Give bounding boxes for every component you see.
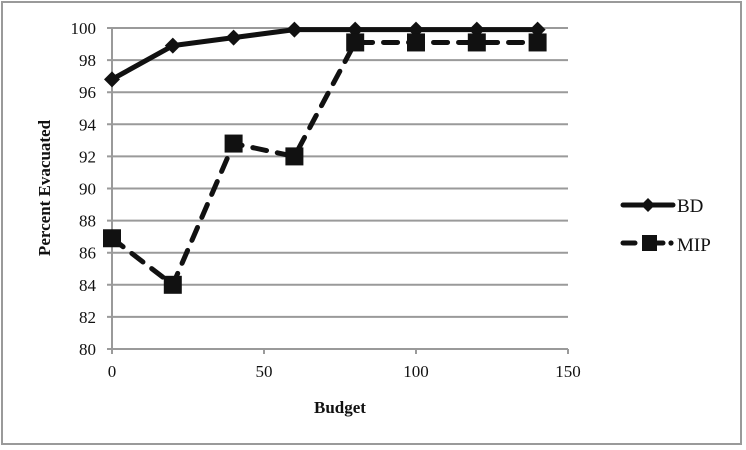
square-marker-icon: [528, 33, 547, 52]
y-tick-label: 94: [79, 115, 97, 134]
series-mip: [103, 33, 547, 294]
y-axis-ticks: 80 82 84 86 88 90 92 94 96 98 100: [71, 19, 97, 359]
y-axis-title: Percent Evacuated: [35, 119, 54, 256]
legend-label-mip: MIP: [677, 235, 711, 256]
legend-label-bd: BD: [677, 196, 703, 217]
x-tick-label: 150: [555, 362, 581, 381]
y-tick-label: 88: [79, 212, 96, 231]
square-marker-icon: [224, 134, 243, 153]
square-marker-icon: [163, 275, 182, 294]
x-tick-label: 0: [108, 362, 117, 381]
legend-item-bd: BD: [620, 196, 703, 217]
square-marker-icon: [285, 147, 304, 166]
y-tick-label: 100: [71, 19, 97, 38]
y-tick-label: 86: [79, 244, 96, 263]
x-tick-label: 50: [256, 362, 273, 381]
legend: BD MIP: [620, 196, 711, 256]
square-marker-icon: [642, 235, 657, 251]
y-tick-label: 98: [79, 51, 96, 70]
diamond-marker-icon: [164, 37, 181, 54]
square-marker-icon: [103, 229, 121, 248]
data-series: [103, 21, 547, 294]
x-tick-label: 100: [403, 362, 429, 381]
square-marker-icon: [467, 33, 486, 52]
y-tick-label: 84: [79, 276, 97, 295]
y-tick-label: 80: [79, 340, 96, 359]
legend-item-mip: MIP: [620, 235, 711, 256]
x-axis-ticks: 0 50 100 150: [108, 362, 581, 381]
diamond-marker-icon: [104, 71, 120, 88]
diamond-marker-icon: [286, 21, 303, 38]
series-bd: [104, 21, 546, 88]
diamond-marker-icon: [225, 29, 242, 46]
y-tick-label: 96: [79, 83, 96, 102]
x-axis-title: Budget: [314, 398, 366, 417]
square-marker-icon: [346, 33, 365, 52]
gridlines: [107, 27, 568, 350]
y-tick-label: 82: [79, 308, 96, 327]
y-tick-label: 92: [79, 147, 96, 166]
y-tick-label: 90: [79, 180, 96, 199]
diamond-marker-icon: [641, 198, 655, 212]
square-marker-icon: [407, 33, 425, 52]
